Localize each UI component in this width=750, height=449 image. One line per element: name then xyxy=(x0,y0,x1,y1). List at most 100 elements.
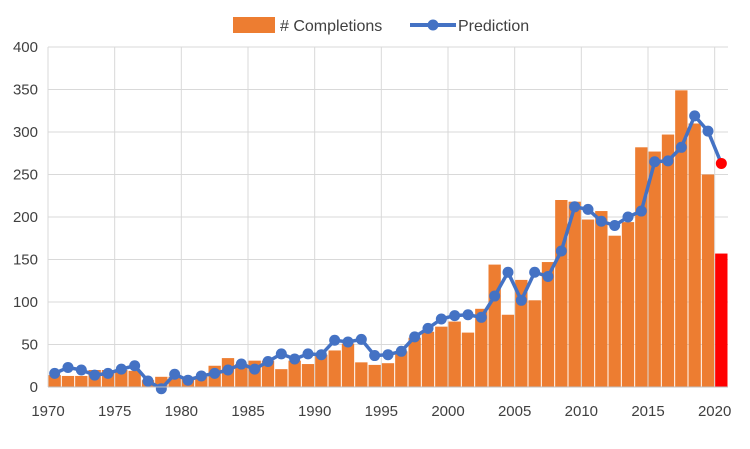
y-axis: 0 50 100 150 200 250 300 350 400 xyxy=(13,39,38,396)
x-tick-label: 2000 xyxy=(431,403,464,420)
x-tick-label: 1995 xyxy=(365,403,398,420)
completions-bar xyxy=(515,279,528,387)
prediction-marker xyxy=(635,205,647,217)
completions-bar xyxy=(341,343,355,387)
completions-bar xyxy=(608,235,621,387)
completions-bar xyxy=(408,337,421,387)
completions-bar xyxy=(155,376,168,387)
prediction-marker xyxy=(89,369,101,381)
prediction-marker xyxy=(529,266,541,278)
y-tick-label: 300 xyxy=(13,124,38,141)
completions-bar xyxy=(368,364,381,387)
prediction-marker xyxy=(129,360,141,372)
prediction-marker-highlight xyxy=(715,157,727,169)
legend-label-prediction: Prediction xyxy=(458,18,529,35)
x-tick-label: 1970 xyxy=(31,403,64,420)
completions-bar xyxy=(688,123,701,387)
prediction-marker xyxy=(355,333,367,345)
prediction-marker xyxy=(689,110,701,122)
completions-bar xyxy=(475,308,488,387)
line-series xyxy=(49,110,727,395)
prediction-marker xyxy=(62,361,74,373)
prediction-marker xyxy=(262,356,274,367)
completions-bar xyxy=(595,211,608,387)
prediction-marker xyxy=(235,358,247,370)
bar-series xyxy=(48,90,728,387)
prediction-marker xyxy=(462,309,474,321)
prediction-marker xyxy=(75,364,87,376)
prediction-marker xyxy=(315,349,327,361)
prediction-marker xyxy=(342,336,354,348)
x-tick-label: 2010 xyxy=(565,403,598,420)
completions-bar xyxy=(635,147,648,387)
prediction-marker xyxy=(369,350,381,362)
completions-bar xyxy=(555,200,568,387)
completions-bar xyxy=(275,369,288,387)
completions-bar xyxy=(355,362,368,387)
prediction-marker xyxy=(142,375,154,387)
completions-bar xyxy=(581,219,595,387)
x-tick-label: 1980 xyxy=(165,403,198,420)
completions-bar xyxy=(195,376,208,387)
prediction-marker xyxy=(702,125,714,137)
prediction-marker xyxy=(382,349,394,361)
prediction-marker xyxy=(569,201,581,213)
prediction-marker xyxy=(249,363,261,375)
prediction-marker xyxy=(409,331,421,343)
completions-bar xyxy=(701,174,715,387)
prediction-marker xyxy=(502,266,514,278)
completions-bar xyxy=(461,332,475,387)
x-tick-label: 1985 xyxy=(231,403,264,420)
completions-bar xyxy=(128,370,141,387)
legend: # Completions Prediction xyxy=(233,17,529,35)
completions-bar xyxy=(395,351,408,387)
completions-bar xyxy=(381,363,395,387)
prediction-marker xyxy=(609,220,621,231)
y-tick-label: 50 xyxy=(21,337,38,354)
y-tick-label: 250 xyxy=(13,167,38,184)
completions-bar xyxy=(648,151,661,387)
completions-bar xyxy=(261,360,275,387)
completions-bar xyxy=(488,264,501,387)
completions-bar xyxy=(568,201,581,387)
prediction-marker xyxy=(422,322,434,334)
completions-bar xyxy=(501,314,515,387)
prediction-marker xyxy=(675,141,687,153)
x-axis: 1970 1975 1980 1985 1990 1995 2000 2005 2010 2015… xyxy=(31,386,731,420)
legend-swatch-completions xyxy=(233,17,275,33)
prediction-marker xyxy=(515,294,527,306)
completions-bar xyxy=(715,253,728,387)
prediction-marker xyxy=(649,156,661,168)
completions-bar xyxy=(528,300,541,387)
completions-bar xyxy=(315,354,328,387)
prediction-marker xyxy=(115,363,127,375)
prediction-marker xyxy=(169,368,181,380)
prediction-marker xyxy=(395,345,407,357)
prediction-marker xyxy=(489,290,501,302)
y-tick-label: 0 xyxy=(30,379,38,396)
prediction-marker xyxy=(542,271,554,282)
completions-bar xyxy=(621,222,635,387)
prediction-marker xyxy=(329,334,341,346)
gridlines xyxy=(47,46,728,387)
prediction-marker xyxy=(195,370,207,382)
completions-bar xyxy=(75,375,88,387)
legend-marker-prediction xyxy=(427,19,439,31)
y-tick-label: 350 xyxy=(13,82,38,99)
completions-bar xyxy=(288,360,301,387)
prediction-marker xyxy=(209,367,221,379)
completions-bar xyxy=(235,364,248,387)
y-tick-label: 200 xyxy=(13,209,38,226)
x-tick-label: 1975 xyxy=(98,403,131,420)
prediction-marker xyxy=(622,211,634,223)
completions-bar xyxy=(115,370,128,387)
y-tick-label: 100 xyxy=(13,294,38,311)
prediction-line xyxy=(53,114,723,391)
prediction-marker xyxy=(555,245,567,257)
completions-bar xyxy=(61,375,75,387)
prediction-marker xyxy=(435,313,447,325)
completions-bar xyxy=(541,262,555,387)
completions-bar xyxy=(48,375,61,387)
prediction-marker xyxy=(182,374,194,386)
